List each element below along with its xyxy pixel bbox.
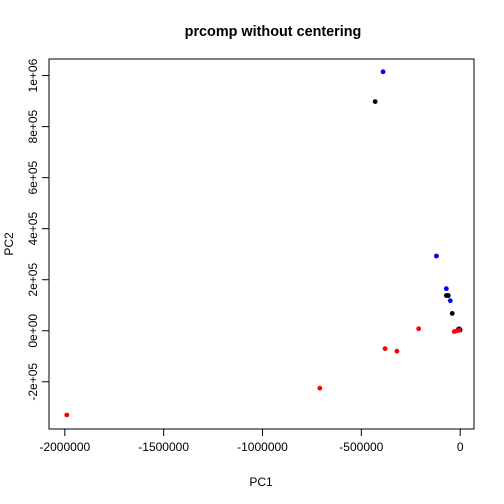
plot-frame (48, 58, 475, 430)
x-axis: -2000000 -1500000 -1000000 -500000 0 (39, 428, 464, 454)
y-tick-label: 8e+05 (26, 109, 40, 143)
y-tick-label: 2e+05 (26, 263, 40, 297)
data-point (317, 385, 323, 391)
y-tick-label: 4e+05 (26, 212, 40, 246)
y-axis: -2e+05 0e+00 2e+05 4e+05 6e+05 8e+05 1e+06 (26, 58, 50, 401)
x-tick-label: -1500000 (138, 440, 189, 454)
chart-title: prcomp without centering (185, 24, 362, 40)
data-point (64, 412, 70, 418)
data-points (64, 69, 463, 418)
data-point (382, 346, 388, 352)
data-point (443, 286, 449, 292)
data-point (449, 311, 455, 316)
x-tick-label: 0 (457, 440, 464, 454)
x-tick-label: -500000 (339, 440, 383, 454)
y-tick-label: 0e+00 (26, 314, 40, 348)
y-tick-label: 1e+06 (26, 58, 40, 92)
data-point (447, 298, 453, 304)
x-tick-label: -2000000 (39, 440, 90, 454)
data-point (380, 69, 386, 75)
y-tick-label: -2e+05 (26, 363, 40, 401)
y-tick-label: 6e+05 (26, 160, 40, 194)
data-point (372, 99, 378, 105)
data-point (394, 348, 400, 354)
x-axis-label: PC1 (249, 475, 273, 489)
data-point (434, 253, 439, 259)
y-axis-label: PC2 (2, 232, 16, 256)
data-point (445, 293, 451, 298)
x-tick-label: -1000000 (237, 440, 288, 454)
data-point (456, 327, 462, 333)
data-point (416, 326, 422, 332)
